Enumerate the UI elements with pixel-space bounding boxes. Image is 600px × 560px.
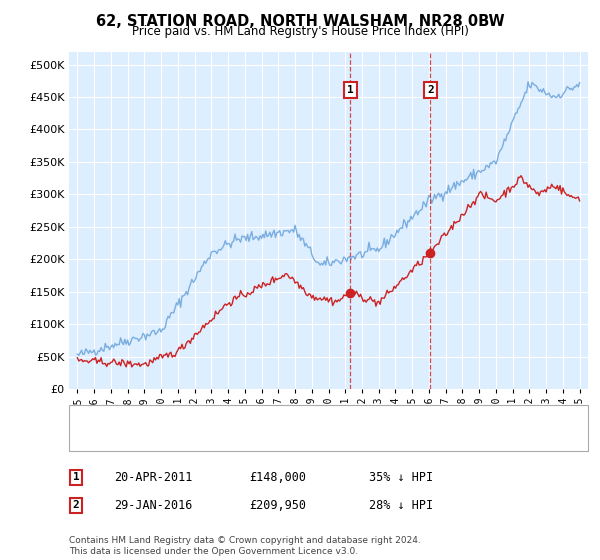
- Text: 62, STATION ROAD, NORTH WALSHAM, NR28 0BW: 62, STATION ROAD, NORTH WALSHAM, NR28 0B…: [95, 14, 505, 29]
- Text: £148,000: £148,000: [249, 470, 306, 484]
- Text: HPI: Average price, detached house, North Norfolk: HPI: Average price, detached house, Nort…: [120, 433, 426, 443]
- Text: 62, STATION ROAD, NORTH WALSHAM, NR28 0BW (detached house): 62, STATION ROAD, NORTH WALSHAM, NR28 0B…: [120, 413, 482, 423]
- Text: 20-APR-2011: 20-APR-2011: [114, 470, 193, 484]
- Text: £209,950: £209,950: [249, 498, 306, 512]
- Text: 35% ↓ HPI: 35% ↓ HPI: [369, 470, 433, 484]
- Text: 28% ↓ HPI: 28% ↓ HPI: [369, 498, 433, 512]
- Text: 29-JAN-2016: 29-JAN-2016: [114, 498, 193, 512]
- Text: 2: 2: [427, 85, 434, 95]
- Text: Price paid vs. HM Land Registry's House Price Index (HPI): Price paid vs. HM Land Registry's House …: [131, 25, 469, 38]
- Text: Contains HM Land Registry data © Crown copyright and database right 2024.
This d: Contains HM Land Registry data © Crown c…: [69, 536, 421, 556]
- Text: 1: 1: [347, 85, 353, 95]
- Text: 2: 2: [73, 500, 80, 510]
- Text: 1: 1: [73, 472, 80, 482]
